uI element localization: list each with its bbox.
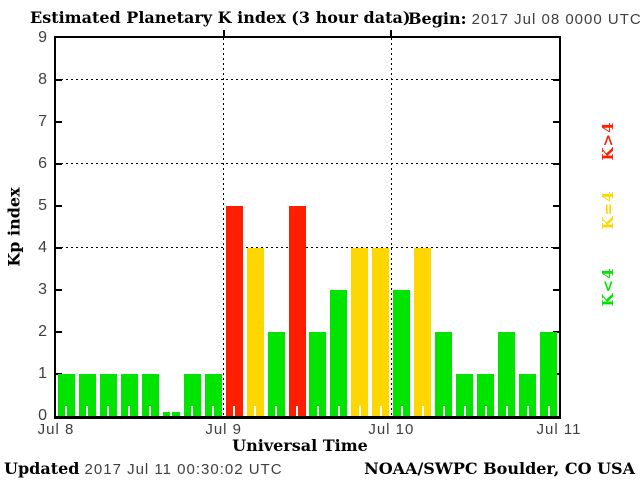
x-day-label-jul-8: Jul 8	[37, 421, 75, 438]
y-tick-label-2: 2	[38, 323, 48, 340]
y-tick-right-3	[553, 289, 559, 291]
x-axis-title: Universal Time	[232, 436, 368, 455]
top-day-tick	[390, 30, 393, 36]
bar-tick-notch-13	[337, 406, 340, 416]
bar-tick-notch-5	[170, 406, 173, 416]
kp-bar-6	[183, 374, 201, 416]
y-tick-label-3: 3	[38, 281, 48, 298]
y-tick-label-5: 5	[38, 197, 48, 214]
y-tick-label-1: 1	[38, 365, 48, 382]
kp-bar-10	[267, 332, 285, 416]
kp-bar-4	[141, 374, 159, 416]
updated-label: Updated	[4, 459, 80, 478]
y-tick-right-7	[553, 121, 559, 123]
y-tick-right-8	[553, 79, 559, 81]
gridline-y-8	[56, 79, 559, 80]
bar-tick-notch-22	[526, 406, 529, 416]
y-tick-right-4	[553, 247, 559, 249]
gridline-y-4	[56, 247, 559, 248]
kp-bar-22	[519, 374, 537, 416]
y-tick-label-6: 6	[38, 155, 48, 172]
legend-item-k-equal-4: K=4	[599, 190, 617, 230]
kp-bar-15	[372, 248, 390, 416]
chart-title: Estimated Planetary K index (3 hour data…	[30, 8, 411, 27]
x-day-label-jul-11: Jul 11	[536, 421, 582, 438]
bar-tick-notch-10	[275, 406, 278, 416]
kp-bar-23	[540, 332, 558, 416]
kp-bar-0	[57, 374, 75, 416]
kp-bar-13	[330, 290, 348, 416]
gridline-day-jul-9	[223, 38, 225, 416]
plot-area	[54, 30, 561, 419]
bar-tick-notch-8	[233, 406, 236, 416]
x-day-label-jul-10: Jul 10	[368, 421, 415, 438]
bar-tick-notch-15	[379, 406, 382, 416]
bar-tick-notch-0	[65, 406, 68, 416]
bar-tick-notch-23	[547, 406, 550, 416]
kp-bar-18	[435, 332, 453, 416]
updated-value: 2017 Jul 11 00:30:02 UTC	[84, 461, 283, 478]
begin-value: 2017 Jul 08 0000 UTC	[471, 11, 640, 28]
begin-label: Begin:	[408, 9, 467, 28]
y-tick-left-4	[56, 247, 62, 249]
bar-tick-notch-20	[484, 406, 487, 416]
bar-tick-notch-17	[421, 406, 424, 416]
kp-bar-3	[120, 374, 138, 416]
bar-tick-notch-21	[505, 406, 508, 416]
y-tick-label-9: 9	[38, 29, 48, 46]
bar-tick-notch-9	[254, 406, 257, 416]
y-tick-label-8: 8	[38, 71, 48, 88]
kp-bar-16	[393, 290, 411, 416]
y-tick-label-4: 4	[38, 239, 48, 256]
kp-bar-9	[246, 248, 264, 416]
y-tick-left-7	[56, 121, 62, 123]
bar-tick-notch-7	[212, 406, 215, 416]
kp-bar-17	[414, 248, 432, 416]
y-tick-left-3	[56, 289, 62, 291]
bar-tick-notch-1	[86, 406, 89, 416]
begin-line: Begin: 2017 Jul 08 0000 UTC	[408, 9, 640, 28]
legend-item-k-below-4: K<4	[599, 267, 617, 307]
footer-updated: Updated 2017 Jul 11 00:30:02 UTC	[4, 459, 283, 478]
y-tick-left-8	[56, 79, 62, 81]
y-tick-left-6	[56, 163, 62, 165]
bar-tick-notch-3	[128, 406, 131, 416]
bar-tick-notch-2	[107, 406, 110, 416]
y-tick-left-2	[56, 331, 62, 333]
y-tick-right-6	[553, 163, 559, 165]
bar-tick-notch-19	[463, 406, 466, 416]
x-day-label-jul-9: Jul 9	[205, 421, 242, 438]
y-tick-label-0: 0	[38, 407, 48, 424]
gridline-y-6	[56, 163, 559, 164]
kp-bar-2	[99, 374, 117, 416]
legend-item-k-above-4: K>4	[599, 121, 617, 161]
bar-tick-notch-14	[358, 406, 361, 416]
kp-bar-11	[288, 206, 306, 416]
y-tick-left-5	[56, 205, 62, 207]
kp-bar-12	[309, 332, 327, 416]
bar-tick-notch-16	[400, 406, 403, 416]
y-tick-label-7: 7	[38, 113, 48, 130]
kp-bar-19	[456, 374, 474, 416]
kp-bar-21	[498, 332, 516, 416]
y-tick-right-5	[553, 205, 559, 207]
kp-bar-20	[477, 374, 495, 416]
bar-tick-notch-4	[149, 406, 152, 416]
kp-bar-8	[225, 206, 243, 416]
kp-bar-7	[204, 374, 222, 416]
bar-tick-notch-6	[191, 406, 194, 416]
bar-tick-notch-18	[442, 406, 445, 416]
bar-tick-notch-12	[316, 406, 319, 416]
top-day-tick	[222, 30, 225, 36]
kp-bar-1	[78, 374, 96, 416]
bar-tick-notch-11	[296, 406, 299, 416]
footer-source: NOAA/SWPC Boulder, CO USA	[364, 459, 635, 478]
gridline-day-jul-10	[390, 38, 392, 416]
kp-bar-14	[351, 248, 369, 416]
